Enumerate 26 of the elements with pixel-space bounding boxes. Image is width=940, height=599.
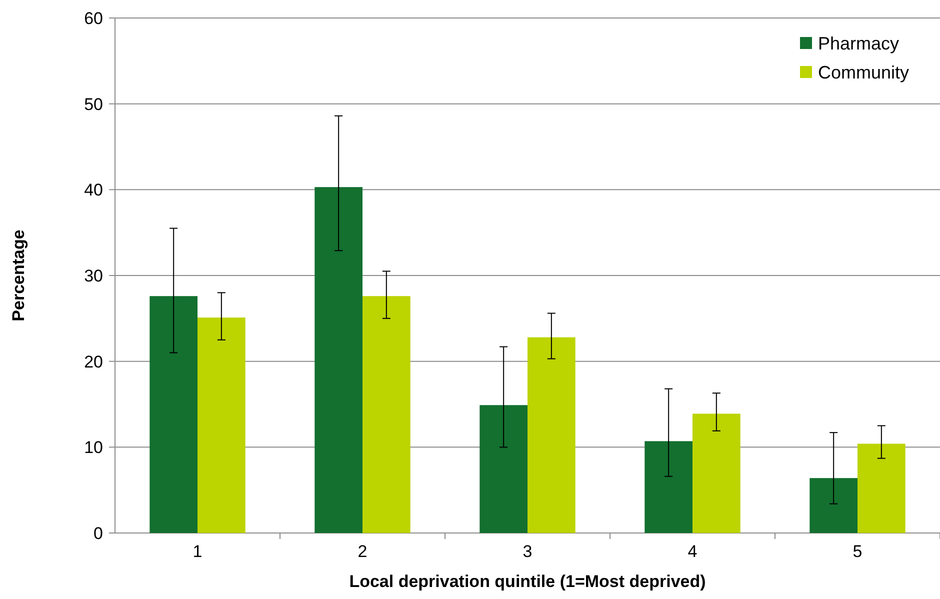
bar [528,337,576,533]
x-tick-label: 4 [688,542,698,561]
y-tick-label: 60 [84,8,103,28]
bar [198,318,246,533]
bar [644,441,692,533]
y-axis-title: Percentage [9,230,28,322]
x-axis-title: Local deprivation quintile (1=Most deprived) [349,572,706,591]
legend-label: Pharmacy [818,33,900,54]
y-tick-label: 30 [84,266,103,286]
bar [692,414,740,533]
y-tick-label: 10 [84,438,103,458]
x-tick-label: 1 [192,542,202,561]
y-tick-label: 20 [84,352,103,372]
bar [810,478,858,533]
bar [314,187,362,533]
bar [150,296,198,533]
x-tick-label: 5 [852,542,862,561]
x-tick-label: 2 [358,542,368,561]
bar [362,296,410,533]
bar [480,405,528,533]
y-tick-label: 40 [84,180,103,200]
bar [858,444,906,533]
y-tick-label: 0 [94,524,103,543]
legend-label: Community [818,62,910,82]
x-tick-label: 3 [522,542,532,561]
y-tick-label: 50 [84,94,103,114]
